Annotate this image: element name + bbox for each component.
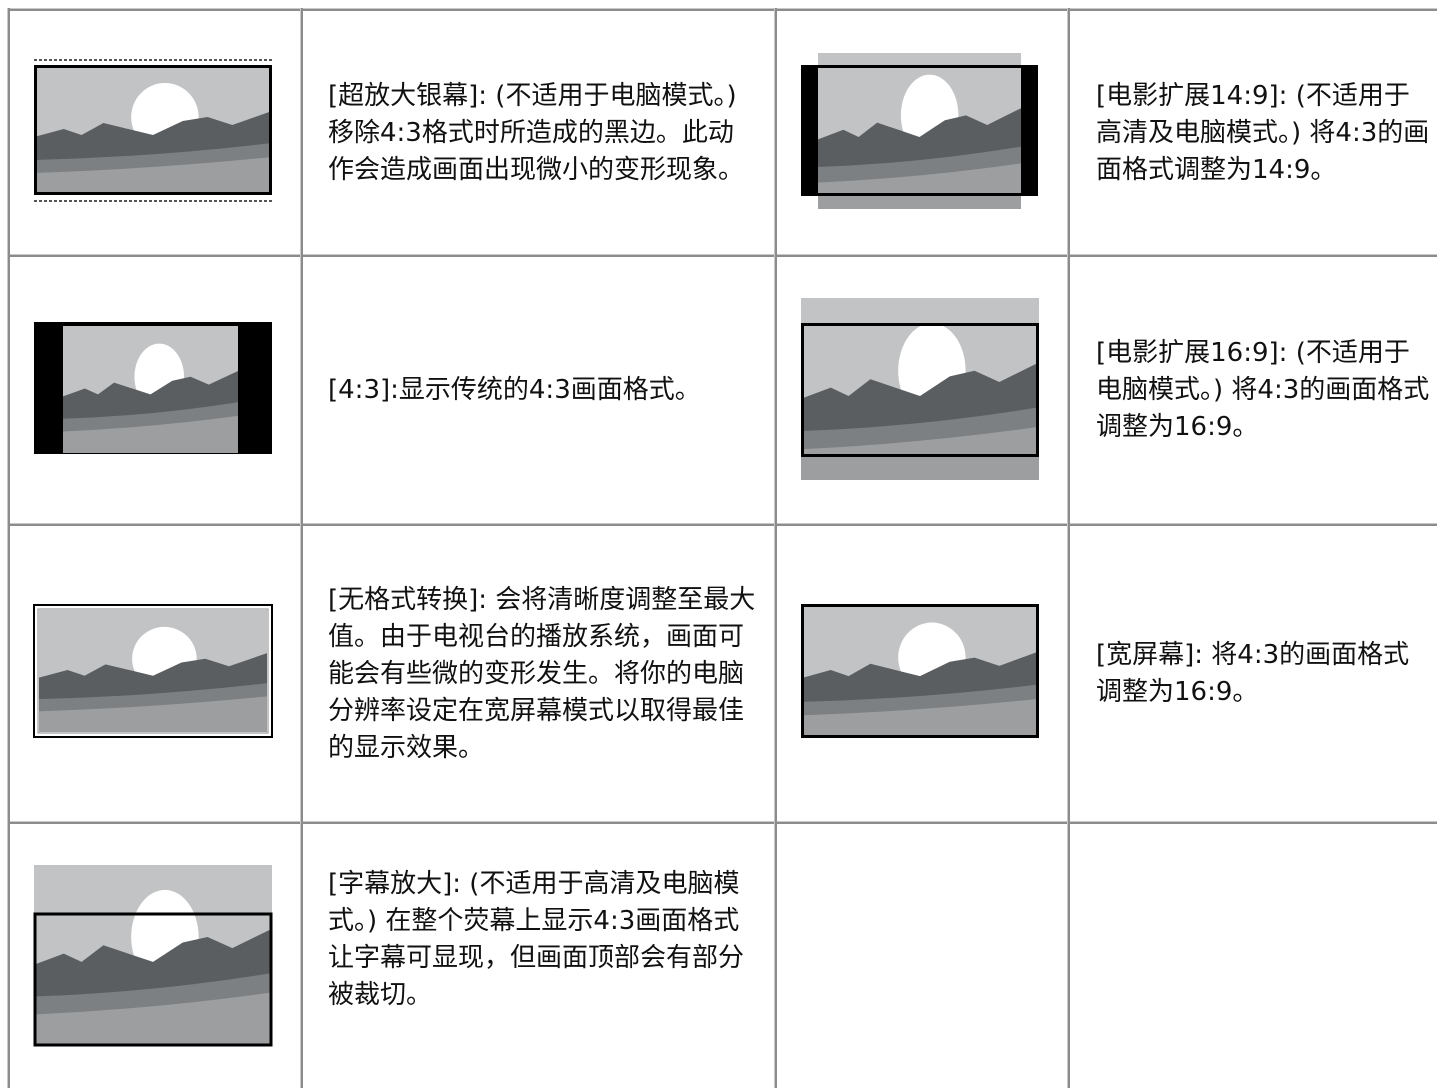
icon-movie-16-9 [801, 298, 1039, 480]
icon-4-3 [34, 322, 272, 454]
row-border [8, 523, 1437, 526]
cell-text: [字幕放大]: (不适用于高清及电脑模式。) 在整个荧幕上显示4:3画面格式让字… [328, 869, 745, 1010]
col-border [300, 8, 303, 1088]
icon-wide-screen [801, 604, 1039, 738]
row-border [8, 821, 1437, 824]
cell-text: [电影扩展14:9]: (不适用于高清及电脑模式。) 将4:3的画面格式调整为1… [1096, 80, 1430, 185]
col-border [774, 8, 777, 1088]
icon-unscaled [33, 604, 273, 738]
cell-text: [电影扩展16:9]: (不适用于电脑模式。) 将4:3的画面格式调整为16:9… [1096, 338, 1430, 442]
cell-text: [宽屏幕]: 将4:3的画面格式调整为16:9。 [1096, 640, 1410, 707]
icon-subtitle-zoom [33, 865, 273, 1047]
icon-super-zoom [34, 59, 272, 202]
col-border [1067, 8, 1070, 1088]
cell-text: [无格式转换]: 会将清晰度调整至最大值。由于电视台的播放系统，画面可能会有些微… [328, 584, 756, 763]
icon-movie-14-9 [801, 53, 1038, 209]
row-border [8, 8, 1437, 11]
cell-text: [超放大银幕]: (不适用于电脑模式。) 移除4:3格式时所造成的黑边。此动作会… [328, 80, 745, 185]
row-border [8, 254, 1437, 257]
col-border [7, 8, 10, 1088]
cell-text: [4:3]:显示传统的4:3画面格式。 [328, 375, 701, 405]
